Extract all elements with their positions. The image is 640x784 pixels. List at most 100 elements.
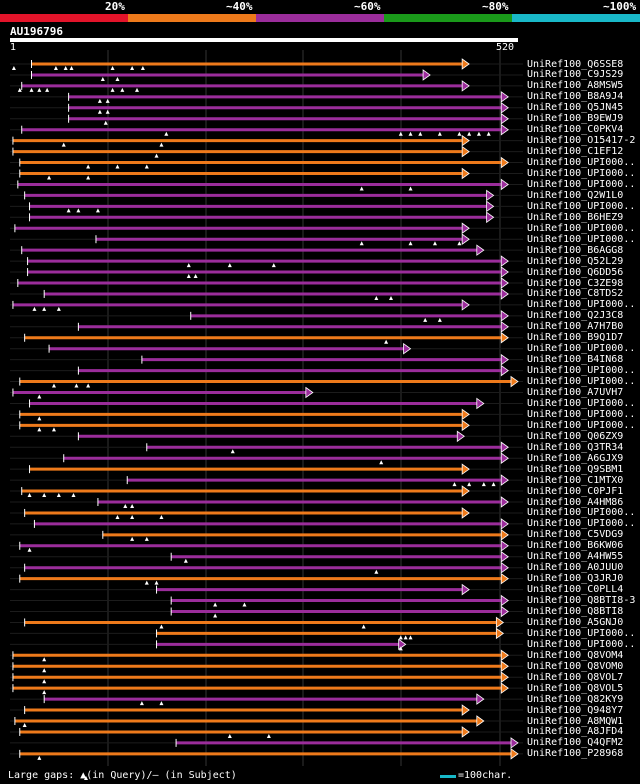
hit-label[interactable]: UniRef100_C1MTX0	[527, 474, 624, 486]
hit-label[interactable]: UniRef100_A0JUU0	[527, 562, 624, 574]
hit-label[interactable]: UniRef100_UPI000..	[527, 168, 636, 179]
hit-label[interactable]: UniRef100_C0PKV4	[527, 124, 624, 136]
gap-marker	[437, 317, 442, 322]
hit-label[interactable]: UniRef100_Q6DD56	[527, 266, 624, 278]
hit-label[interactable]: UniRef100_Q5JN45	[527, 102, 624, 114]
hit-label[interactable]: UniRef100_UPI000..	[527, 222, 636, 234]
gap-marker	[408, 186, 413, 191]
hit-label[interactable]: UniRef100_Q52L29	[527, 255, 624, 267]
hit-label[interactable]: UniRef100_B6HEZ9	[527, 211, 624, 223]
hit-label[interactable]: UniRef100_Q8VOM4	[527, 649, 624, 661]
gap-marker	[56, 493, 61, 498]
gap-marker	[69, 66, 74, 70]
hit-label[interactable]: UniRef100_UPI000..	[527, 157, 636, 169]
gap-marker	[144, 536, 149, 541]
hit-label[interactable]: UniRef100_C8TDS2	[527, 288, 624, 300]
hit-end-arrow	[461, 408, 470, 421]
hit-label[interactable]: UniRef100_UPI000..	[527, 397, 636, 409]
hit-label[interactable]: UniRef100_UPI000..	[527, 507, 636, 519]
hit-label[interactable]: UniRef100_UPI000..	[527, 627, 636, 639]
hit-label[interactable]: UniRef100_C0PLL4	[527, 584, 624, 596]
hit-end-arrow	[461, 583, 470, 596]
hit-label[interactable]: UniRef100_Q8BTI8	[527, 606, 624, 617]
hit-label[interactable]: UniRef100_B6KW06	[527, 540, 624, 552]
hit-label[interactable]: UniRef100_Q8VOL5	[527, 682, 624, 694]
hit-label[interactable]: UniRef100_C3ZE98	[527, 277, 624, 289]
identity-segment	[0, 14, 128, 22]
gap-marker	[86, 175, 91, 180]
hit-label[interactable]: UniRef100_UPI000..	[527, 518, 636, 530]
hit-label[interactable]: UniRef100_A7UVH7	[527, 387, 624, 398]
hit-label[interactable]: UniRef100_P28968	[527, 748, 624, 760]
hit-label[interactable]: UniRef100_A8MSW5	[527, 80, 624, 92]
gap-marker	[359, 241, 364, 246]
hit-label[interactable]: UniRef100_UPI000..	[527, 178, 636, 190]
hit-label[interactable]: UniRef100_UPI000..	[527, 233, 636, 245]
hit-end-arrow	[500, 529, 509, 541]
hit-label[interactable]: UniRef100_UPI000..	[527, 343, 636, 355]
hit-end-arrow	[500, 321, 509, 333]
hit-label[interactable]: UniRef100_A8JFD4	[527, 726, 624, 738]
hit-label[interactable]: UniRef100_A5GNJ0	[527, 616, 624, 628]
gap-marker	[159, 142, 164, 147]
gap-marker	[42, 668, 47, 673]
gap-marker	[27, 493, 32, 498]
hit-label[interactable]: UniRef100_Q3JRJ0	[527, 573, 624, 585]
hit-end-arrow	[500, 310, 509, 322]
hit-end-arrow	[510, 748, 519, 760]
hit-label[interactable]: UniRef100_Q6SSE8	[527, 58, 624, 70]
hit-label[interactable]: UniRef100_A6GJX9	[527, 452, 624, 464]
hit-label[interactable]: UniRef100_B4IN68	[527, 354, 624, 366]
hit-label[interactable]: UniRef100_Q3TR34	[527, 441, 624, 453]
hit-label[interactable]: UniRef100_UPI000..	[527, 200, 636, 212]
gap-marker	[37, 416, 42, 421]
gap-marker	[213, 602, 218, 607]
hit-label[interactable]: UniRef100_Q948Y7	[527, 704, 624, 716]
hit-label[interactable]: UniRef100_B8A9J4	[527, 91, 624, 103]
hit-label[interactable]: UniRef100_UPI000..	[527, 408, 636, 420]
hit-end-arrow	[476, 397, 485, 410]
hit-label[interactable]: UniRef100_Q9SBM1	[527, 463, 624, 475]
hit-label[interactable]: UniRef100_B9Q1D7	[527, 332, 624, 344]
gap-marker	[63, 66, 68, 70]
hit-label[interactable]: UniRef100_O15417-2	[527, 135, 636, 147]
hit-label[interactable]: UniRef100_Q4QFM2	[527, 737, 624, 749]
hit-label[interactable]: UniRef100_C9JS29	[527, 69, 624, 81]
gap-marker	[17, 87, 22, 92]
hit-label[interactable]: UniRef100_C1EF12	[527, 146, 624, 158]
hit-label[interactable]: UniRef100_Q2J3C8	[527, 310, 624, 322]
scale-text: =100char.	[458, 770, 513, 781]
hit-label[interactable]: UniRef100_C0PJF1	[527, 485, 624, 497]
gap-marker	[97, 109, 102, 114]
gap-marker	[42, 493, 47, 498]
hit-end-arrow	[461, 145, 470, 158]
hit-label[interactable]: UniRef100_UPI000..	[527, 365, 636, 377]
hit-label[interactable]: UniRef100_B6AGG8	[527, 244, 624, 256]
hit-label[interactable]: UniRef100_B9EWJ9	[527, 113, 624, 125]
gap-marker	[37, 394, 42, 399]
hit-end-arrow	[486, 200, 495, 213]
hit-label[interactable]: UniRef100_UPI000..	[527, 299, 636, 311]
hit-label[interactable]: UniRef100_C5VDG9	[527, 529, 624, 541]
identity-label: ~100%	[603, 0, 637, 13]
hit-label[interactable]: UniRef100_Q8BTI8-3	[527, 595, 636, 607]
hit-label[interactable]: UniRef100_A4HW55	[527, 551, 624, 563]
gap-marker	[193, 274, 198, 279]
hit-end-arrow	[500, 518, 509, 530]
hit-end-arrow	[461, 58, 470, 70]
hit-label[interactable]: UniRef100_UPI000..	[527, 638, 636, 650]
footer-gap-icon	[84, 776, 88, 780]
gap-marker	[398, 131, 403, 136]
hit-label[interactable]: UniRef100_A7H7B0	[527, 321, 624, 333]
hit-label[interactable]: UniRef100_A8MQW1	[527, 715, 624, 727]
hit-label[interactable]: UniRef100_Q2W1L0	[527, 189, 624, 201]
hit-label[interactable]: UniRef100_Q8VOL7	[527, 671, 624, 683]
hit-label[interactable]: UniRef100_Q82KY9	[527, 693, 624, 705]
hit-label[interactable]: UniRef100_Q06ZX9	[527, 430, 624, 442]
hit-end-arrow	[495, 627, 505, 640]
hit-label[interactable]: UniRef100_A4HM86	[527, 496, 624, 508]
hit-end-arrow	[461, 222, 470, 235]
hit-label[interactable]: UniRef100_UPI000..	[527, 419, 636, 431]
hit-label[interactable]: UniRef100_UPI000..	[527, 376, 636, 388]
hit-label[interactable]: UniRef100_Q8VOM0	[527, 660, 624, 672]
